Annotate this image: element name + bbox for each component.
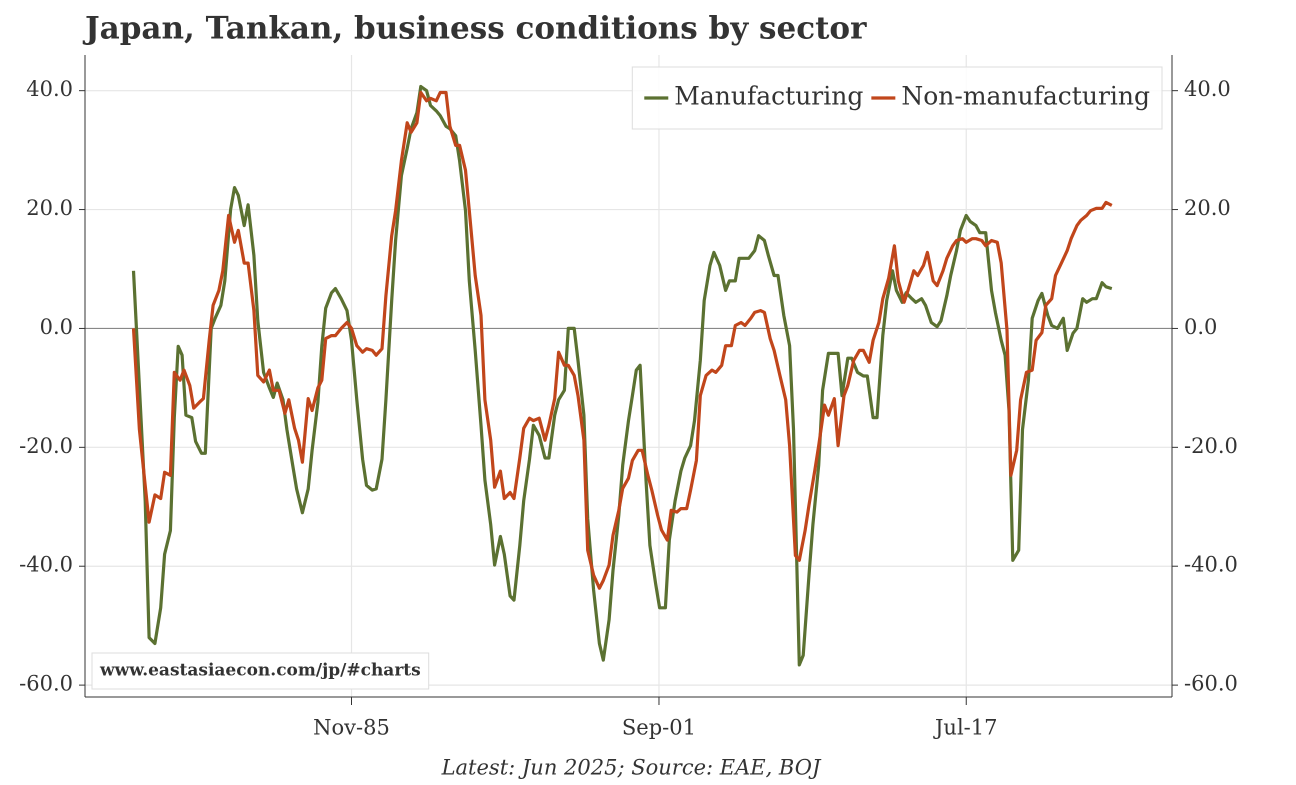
axes: -60.0 -60.0 -40.0 -40.0 -20.0 -20.0 0.0 0.0 20.0…: [19, 55, 1238, 740]
grid: [85, 55, 1172, 697]
lines: [131, 84, 1113, 667]
series-line: [131, 84, 1113, 667]
y-tick-label: -40.0: [19, 553, 73, 577]
y-tick-label: 40.0: [26, 77, 73, 101]
footnote: Latest: Jun 2025; Source: EAE, BOJ: [441, 756, 822, 780]
chart-title: Japan, Tankan, business conditions by se…: [82, 11, 867, 47]
x-tick-label: Nov-85: [313, 716, 390, 740]
y2-tick-label: -20.0: [1184, 434, 1238, 458]
watermark-box: [91, 652, 430, 690]
watermark: www.eastasiaecon.com/jp/#charts: [91, 652, 430, 690]
x-tick-label: Jul-17: [933, 716, 997, 740]
y-tick-label: -20.0: [19, 434, 73, 458]
y2-tick-label: 40.0: [1184, 77, 1231, 101]
y2-tick-label: 0.0: [1184, 315, 1217, 339]
legend-box: [631, 66, 1163, 130]
y2-tick-label: -60.0: [1184, 672, 1238, 696]
series-line: [131, 90, 1113, 590]
legend-label: Manufacturing: [674, 82, 863, 111]
y-tick-label: 20.0: [26, 196, 73, 220]
x-tick-label: Sep-01: [622, 716, 696, 740]
legend: Manufacturing Non-manufacturing: [631, 66, 1163, 130]
legend-label: Non-manufacturing: [901, 82, 1150, 111]
watermark-text: www.eastasiaecon.com/jp/#charts: [99, 661, 421, 681]
y2-tick-label: -40.0: [1184, 553, 1238, 577]
y2-tick-label: 20.0: [1184, 196, 1231, 220]
y-tick-label: 0.0: [40, 315, 73, 339]
y-tick-label: -60.0: [19, 672, 73, 696]
